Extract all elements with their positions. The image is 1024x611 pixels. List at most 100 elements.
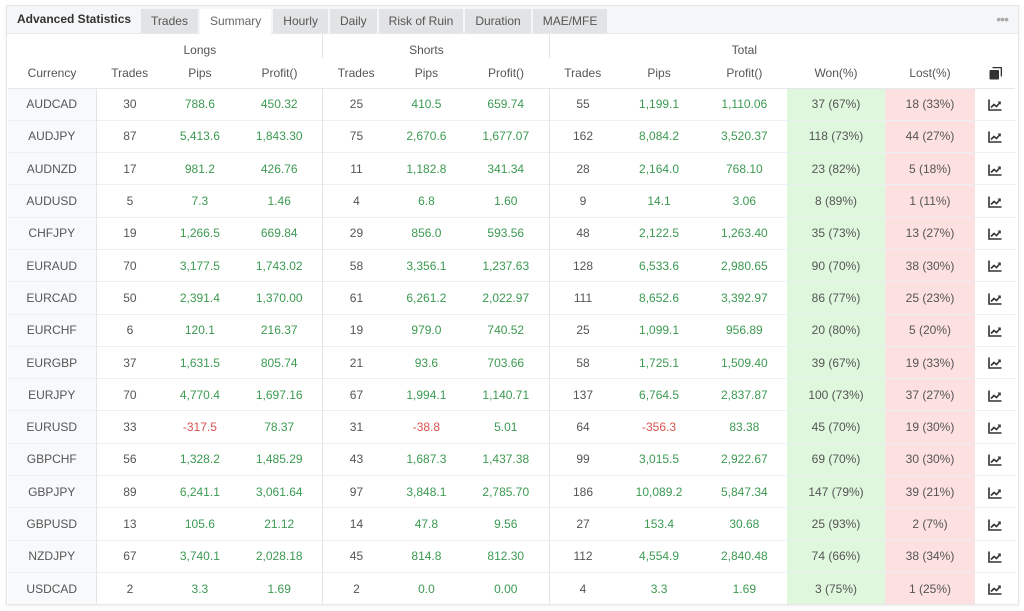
tab-duration[interactable]: Duration	[465, 9, 531, 33]
col-total-pips[interactable]: Pips	[647, 65, 671, 80]
chart-cell[interactable]	[975, 152, 1015, 185]
col-short-profit[interactable]: Profit()	[488, 65, 525, 80]
line-chart-icon[interactable]	[988, 293, 1002, 305]
line-chart-icon[interactable]	[988, 390, 1002, 402]
chart-cell[interactable]	[975, 184, 1015, 218]
won-cell: 3 (75%)	[787, 571, 885, 606]
lost-cell: 1 (25%)	[885, 571, 975, 606]
won-cell: 86 (77%)	[787, 281, 885, 315]
long-profit-cell: 2,028.18	[236, 539, 324, 573]
long-profit-cell: 78.37	[236, 410, 324, 444]
col-short-pips[interactable]: Pips	[414, 65, 439, 80]
line-chart-icon[interactable]	[988, 196, 1002, 208]
long-profit-cell: 805.74	[236, 345, 324, 379]
ellipsis-icon[interactable]: •••	[996, 11, 1009, 27]
col-short-trades[interactable]: Trades	[337, 65, 375, 80]
line-chart-icon[interactable]	[988, 99, 1002, 111]
table-row: GBPCHF 56 1,328.2 1,485.29 43 1,687.3 1,…	[8, 442, 1015, 476]
tab-risk-of-ruin[interactable]: Risk of Ruin	[378, 9, 464, 33]
short-profit-cell: 1,437.38	[462, 442, 550, 476]
col-long-pips[interactable]: Pips	[188, 65, 212, 80]
line-chart-icon[interactable]	[988, 131, 1002, 144]
chart-cell[interactable]	[975, 216, 1015, 250]
summary-table: Longs Shorts Total Currency Trades Pips …	[8, 34, 1015, 606]
col-export[interactable]	[975, 58, 1015, 88]
table-row: AUDNZD 17 981.2 426.76 11 1,182.8 341.34…	[8, 152, 1015, 185]
total-trades-cell: 111	[549, 281, 617, 315]
chart-cell[interactable]	[975, 442, 1015, 476]
long-trades-cell: 6	[96, 313, 164, 347]
chart-cell[interactable]	[975, 119, 1015, 153]
line-chart-icon[interactable]	[988, 422, 1002, 434]
short-trades-cell: 4	[322, 184, 390, 218]
tab-daily[interactable]: Daily	[329, 9, 377, 33]
long-profit-cell: 216.37	[236, 313, 324, 347]
line-chart-icon[interactable]	[988, 551, 1002, 563]
long-trades-cell: 50	[96, 281, 164, 315]
long-profit-cell: 450.32	[236, 87, 324, 121]
currency-cell: GBPJPY	[8, 475, 97, 508]
long-pips-cell: 7.3	[163, 184, 237, 218]
table-row: CHFJPY 19 1,266.5 669.84 29 856.0 593.56…	[8, 216, 1015, 250]
long-pips-cell: 788.6	[163, 87, 237, 121]
table-row: USDCAD 2 3.3 1.69 2 0.0 0.00 4 3.3 1.69 …	[8, 571, 1015, 606]
currency-cell: EURAUD	[8, 248, 97, 282]
total-profit-cell: 83.38	[701, 410, 787, 444]
long-pips-cell: 6,241.1	[163, 475, 237, 508]
chart-cell[interactable]	[975, 345, 1015, 379]
long-pips-cell: 120.1	[163, 313, 237, 347]
chart-cell[interactable]	[975, 475, 1015, 508]
short-profit-cell: 812.30	[462, 539, 550, 573]
total-trades-cell: 9	[549, 184, 617, 218]
short-profit-cell: 703.66	[462, 345, 550, 379]
won-cell: 118 (73%)	[787, 119, 885, 153]
chart-cell[interactable]	[975, 313, 1015, 347]
chart-cell[interactable]	[975, 539, 1015, 573]
currency-cell: EURGBP	[8, 345, 97, 379]
tab-hourly[interactable]: Hourly	[273, 9, 328, 33]
chart-cell[interactable]	[975, 87, 1015, 121]
line-chart-icon[interactable]	[988, 583, 1002, 596]
tab-summary[interactable]: Summary	[199, 9, 272, 34]
chart-cell[interactable]	[975, 507, 1015, 541]
total-profit-cell: 1,110.06	[701, 87, 787, 121]
chart-cell[interactable]	[975, 281, 1015, 315]
long-trades-cell: 70	[96, 378, 164, 411]
col-currency[interactable]: Currency	[27, 65, 77, 80]
col-won[interactable]: Won(%)	[814, 65, 858, 80]
short-pips-cell: 1,994.1	[389, 378, 463, 411]
long-profit-cell: 1,485.29	[236, 442, 324, 476]
chart-cell[interactable]	[975, 410, 1015, 444]
line-chart-icon[interactable]	[988, 260, 1002, 273]
total-profit-cell: 30.68	[701, 507, 787, 541]
table-row: EURCHF 6 120.1 216.37 19 979.0 740.52 25…	[8, 313, 1015, 347]
line-chart-icon[interactable]	[988, 164, 1002, 176]
col-lost[interactable]: Lost(%)	[909, 65, 951, 80]
col-total-profit[interactable]: Profit()	[726, 65, 763, 80]
line-chart-icon[interactable]	[988, 357, 1002, 370]
copy-icon[interactable]	[989, 66, 1002, 80]
total-trades-cell: 128	[549, 248, 617, 282]
short-trades-cell: 2	[322, 571, 390, 606]
tab-mae-mfe[interactable]: MAE/MFE	[532, 9, 608, 33]
short-pips-cell: 2,670.6	[389, 119, 463, 153]
chart-cell[interactable]	[975, 248, 1015, 282]
short-trades-cell: 67	[322, 378, 390, 411]
line-chart-icon[interactable]	[988, 228, 1002, 240]
won-cell: 39 (67%)	[787, 345, 885, 379]
total-profit-cell: 1,509.40	[701, 345, 787, 379]
tab-trades[interactable]: Trades	[141, 9, 198, 33]
chart-cell[interactable]	[975, 571, 1015, 606]
total-trades-cell: 99	[549, 442, 617, 476]
line-chart-icon[interactable]	[988, 487, 1002, 499]
line-chart-icon[interactable]	[988, 454, 1002, 467]
lost-cell: 19 (33%)	[885, 345, 975, 379]
line-chart-icon[interactable]	[988, 325, 1002, 337]
total-profit-cell: 5,847.34	[701, 475, 787, 508]
chart-cell[interactable]	[975, 378, 1015, 411]
col-total-trades[interactable]: Trades	[564, 65, 602, 80]
col-long-trades[interactable]: Trades	[111, 65, 149, 80]
panel-title: Advanced Statistics	[17, 12, 132, 26]
col-long-profit[interactable]: Profit()	[261, 65, 298, 80]
line-chart-icon[interactable]	[988, 519, 1002, 531]
